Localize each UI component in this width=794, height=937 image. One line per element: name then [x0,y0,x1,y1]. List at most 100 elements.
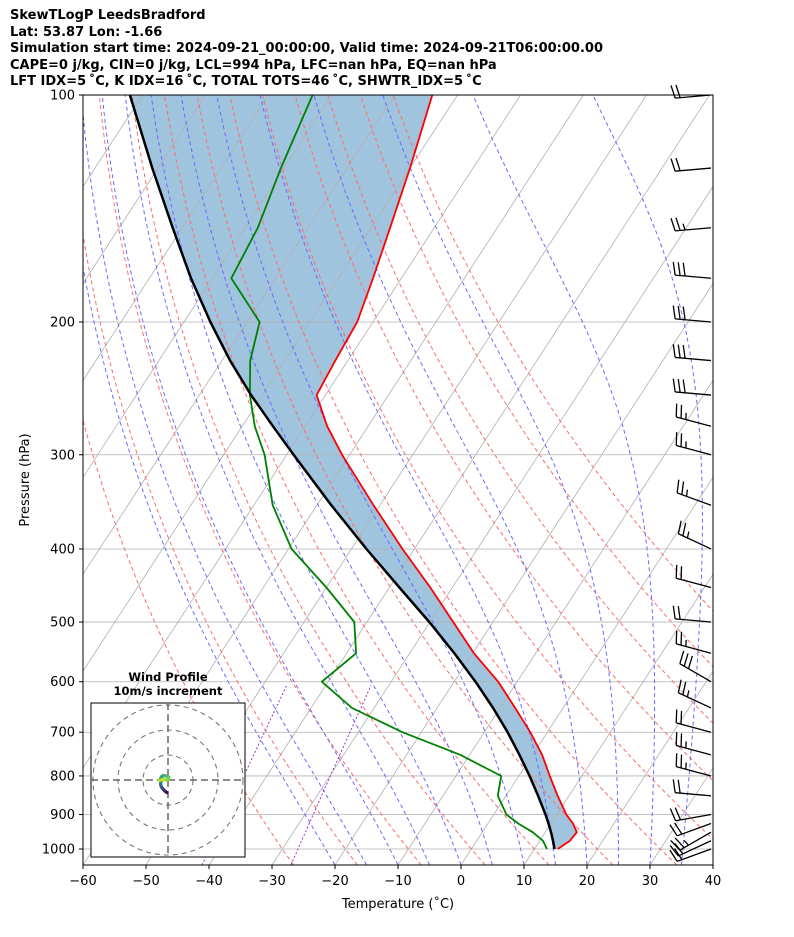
wind-barb-flag [675,157,681,171]
wind-barb [675,564,712,589]
wind-barb [672,779,712,797]
wind-barb-shaft [676,848,712,862]
y-tick-label: 400 [50,542,75,557]
wind-barb-shaft [675,391,712,396]
moist-adiabat [382,95,619,865]
wind-barb-flag [670,85,676,99]
x-tick-label: 30 [642,874,659,889]
isotherm-line [83,95,206,285]
wind-barb-flag [674,807,682,821]
wind-barb [670,217,712,232]
wind-barb-half-flag [685,489,689,497]
wind-barb-flag [682,522,687,537]
wind-barb-flag [672,378,676,393]
dry-adiabat [262,95,713,840]
chart-title: SkewTLogP LeedsBradford [10,8,206,23]
dry-adiabat [359,95,713,668]
isotherm-line [83,95,269,382]
cape-cin-fill [129,95,577,849]
wind-barb-half-flag [686,531,690,539]
hodograph [91,703,245,857]
chart-header: SkewTLogP LeedsBradford Lat: 53.87 Lon: … [10,8,790,91]
wind-barb [669,822,712,837]
dry-adiabat [131,95,486,865]
wind-barb [670,84,712,99]
x-tick-label: 10 [516,874,533,889]
isotherm-line [83,95,395,575]
wind-barb-shaft [676,444,712,456]
x-tick-label: −40 [195,874,222,889]
wind-barb-flag [677,379,681,393]
wind-barb-flag [672,261,676,276]
wind-barb [670,157,712,172]
wind-barb-flag [670,840,681,851]
wind-barb-shaft [675,318,712,323]
y-tick-label: 600 [50,675,75,690]
wind-barb [670,831,712,851]
isotherm-line [0,95,80,865]
x-tick-label: −60 [69,874,96,889]
wind-barb-flag [677,262,681,276]
wind-barb [672,344,712,362]
y-tick-label: 800 [50,769,75,784]
y-tick-label: 100 [50,89,75,104]
moist-adiabat [83,264,336,865]
wind-barb-flag [677,606,681,620]
wind-barb-shaft [678,533,712,550]
wind-barb-shaft [676,577,712,589]
moist-adiabat [592,95,703,865]
y-tick-label: 500 [50,616,75,631]
dry-adiabat [196,95,614,865]
wind-barb-flag [669,824,678,837]
moist-adiabat [83,108,367,865]
wind-barb-half-flag [682,223,686,231]
moist-adiabat [101,95,399,865]
wind-barb-shaft [676,766,712,777]
axis-ticks: −60 −50 −40 −30 −20 −10 0 10 20 30 40 100 200 300 400 5… [42,89,721,890]
wind-barb [675,403,712,427]
isotherm-line [586,670,713,865]
wind-barb-flag [682,306,686,320]
wind-barb-flag [687,655,694,669]
wind-barb-flag [670,158,676,172]
wind-barb-flag [677,779,681,794]
moist-adiabat [313,95,588,865]
isotherm-line [334,282,713,865]
y-tick-label: 1000 [42,843,75,858]
isotherm-line [776,95,794,865]
wind-barb-flag [669,849,678,862]
wind-barb-flag [677,344,681,358]
wind-barb [672,261,712,279]
x-tick-label: −50 [132,874,159,889]
cape-cin-area [129,95,577,849]
dry-adiabat [327,95,713,724]
dry-adiabats [83,95,713,865]
wind-barb-half-flag [683,839,689,846]
wind-barb-shaft [676,822,712,837]
isotherm-line [523,573,713,865]
wind-barb [669,848,712,862]
temperature-line [315,95,578,850]
wind-barb-shaft [675,274,712,279]
wind-barbs [669,84,712,862]
dry-adiabat [392,95,713,612]
wind-barb-flag [682,379,686,393]
isotherm-line [649,767,713,865]
isotherm-line [271,185,713,865]
dry-adiabat [229,95,678,865]
wind-barb-flag [682,344,686,359]
wind-barb [669,807,712,822]
wind-barb-flag [679,650,685,664]
isotherm-line [83,95,458,672]
wind-barb [672,605,712,623]
x-tick-label: −20 [321,874,348,889]
wind-barb-shaft [679,831,712,851]
time-line: Simulation start time: 2024-09-21_00:00:… [10,41,603,57]
hodograph-title-main: Wind Profile [128,670,208,684]
x-tick-label: 40 [705,874,722,889]
isotherm-line [208,95,710,865]
wind-barb-shaft [675,792,712,797]
x-tick-label: −30 [258,874,285,889]
wind-barb-flag [672,605,676,619]
